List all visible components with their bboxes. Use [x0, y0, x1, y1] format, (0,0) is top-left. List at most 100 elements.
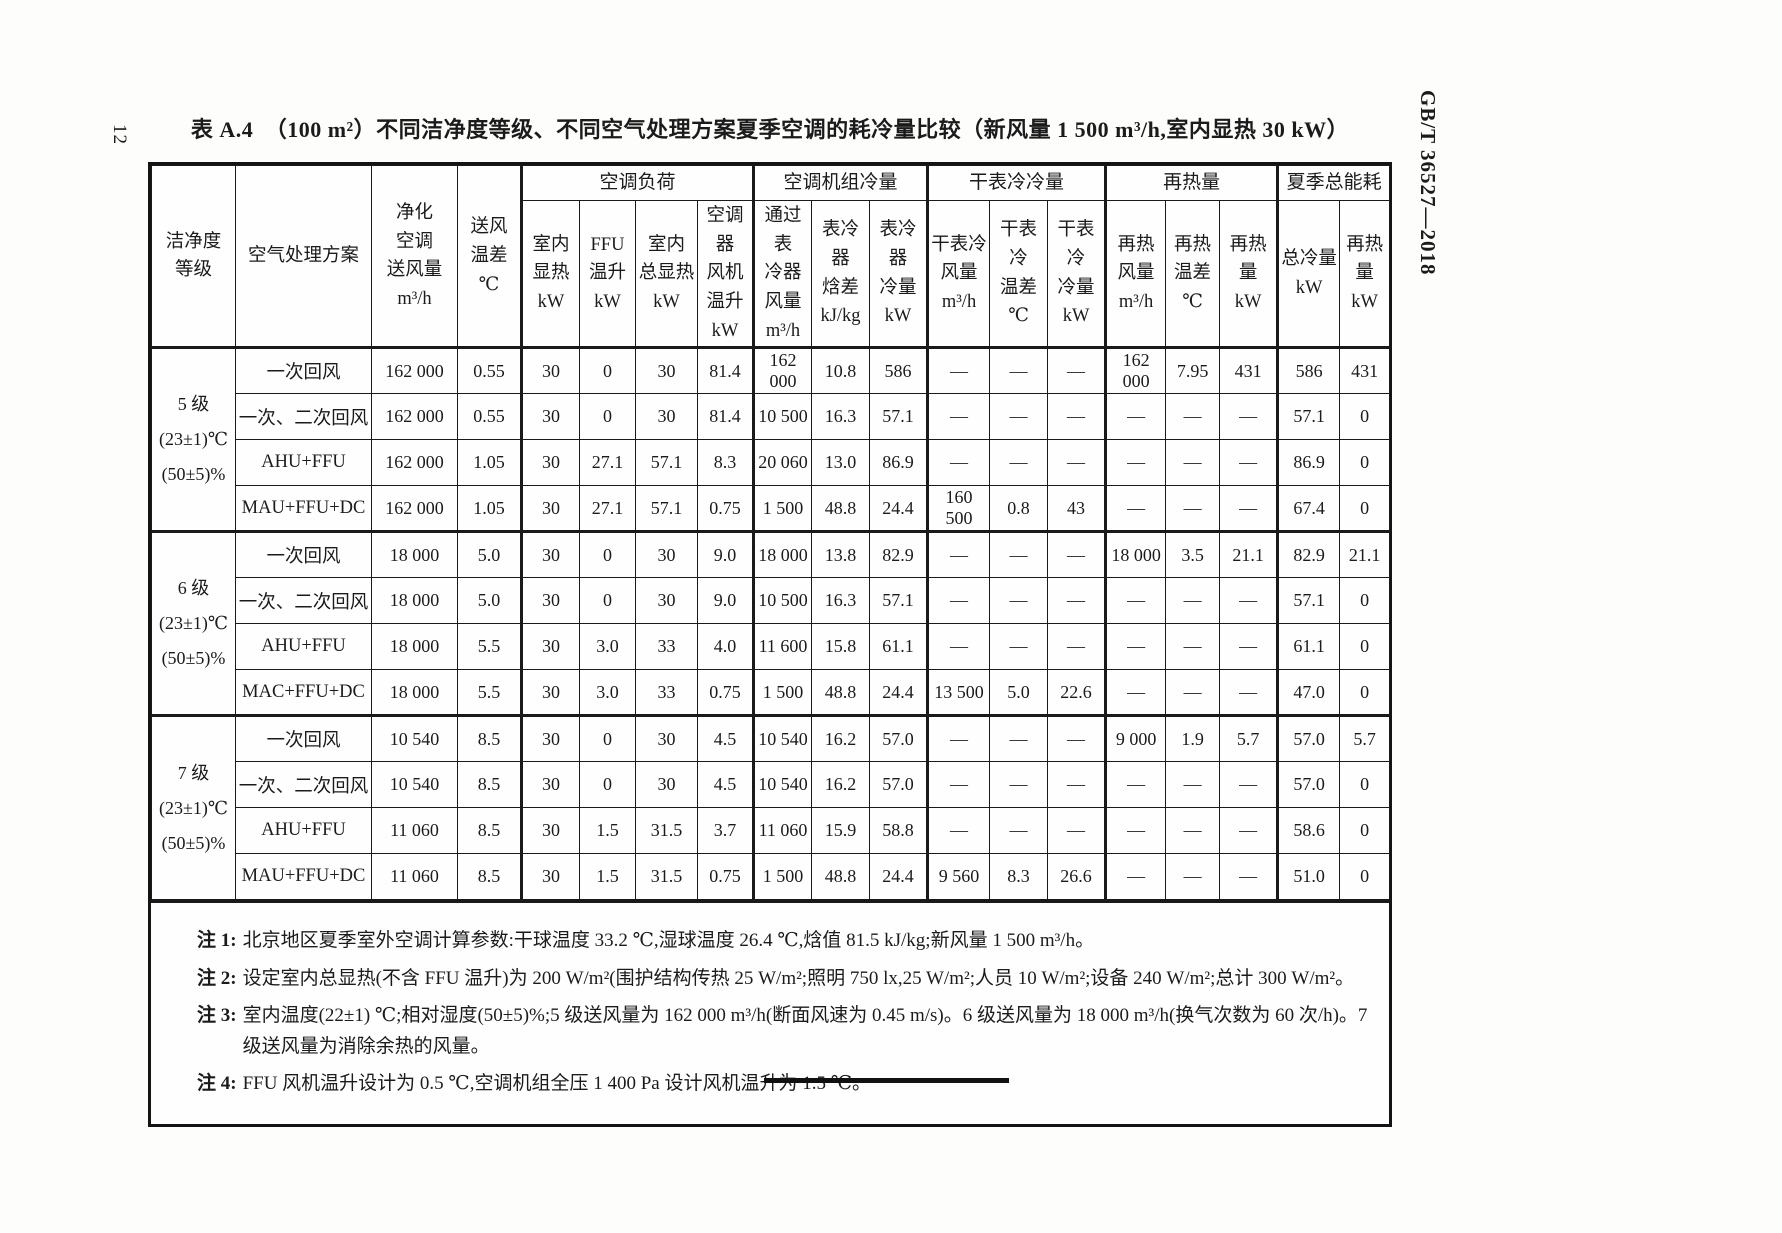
column-group-header: 干表冷冷量 [926, 165, 1107, 201]
column-header: 总冷量 kW [1276, 199, 1341, 349]
column-header: 表冷器 冷量 kW [869, 199, 929, 349]
data-cell: 0 [579, 761, 636, 809]
scheme-cell: MAU+FFU+DC [235, 853, 372, 901]
column-group-header: 再热量 [1104, 165, 1279, 201]
row-group-label: 5 级 (23±1)℃ (50±5)% [151, 346, 236, 533]
data-cell: — [989, 577, 1049, 625]
data-cell: 13.0 [811, 439, 871, 487]
data-cell: 0 [579, 530, 636, 579]
data-cell: — [926, 577, 991, 625]
data-cell: 586 [869, 346, 929, 395]
data-cell: 48.8 [811, 853, 871, 901]
data-cell: — [926, 761, 991, 809]
data-cell: 30 [635, 761, 698, 809]
scheme-cell: 一次、二次回风 [235, 761, 372, 809]
data-cell: 10 540 [371, 761, 458, 809]
data-cell: 57.1 [869, 577, 929, 625]
data-cell: 15.9 [811, 807, 871, 855]
data-cell: — [1047, 761, 1107, 809]
column-group-header: 空调负荷 [519, 165, 755, 201]
column-header: 干表冷 温差 ℃ [989, 199, 1049, 349]
data-cell: 67.4 [1276, 485, 1341, 533]
column-header: 再热 温差 ℃ [1165, 199, 1221, 349]
data-cell: — [989, 346, 1049, 395]
data-cell: — [1104, 853, 1167, 901]
data-cell: 5.0 [457, 530, 522, 579]
data-cell: 61.1 [1276, 623, 1341, 671]
data-cell: 1.9 [1165, 714, 1221, 763]
data-cell: 0 [579, 714, 636, 763]
data-cell: 18 000 [1104, 530, 1167, 579]
data-cell: 3.5 [1165, 530, 1221, 579]
data-cell: 10 500 [752, 577, 813, 625]
note-text: 室内温度(22±1) ℃;相对湿度(50±5)%;5 级送风量为 162 000… [242, 1005, 1368, 1057]
note-text: 设定室内总显热(不含 FFU 温升)为 200 W/m²(围护结构传热 25 W… [242, 967, 1355, 989]
data-cell: 162 000 [371, 485, 458, 533]
column-group-header: 空调机组冷量 [752, 165, 929, 201]
data-cell: 8.5 [457, 807, 522, 855]
data-cell: 5.7 [1339, 714, 1391, 763]
data-cell: 30 [635, 577, 698, 625]
data-cell: 57.0 [1276, 761, 1341, 809]
data-cell: 27.1 [579, 439, 636, 487]
data-cell: 5.5 [457, 669, 522, 717]
data-cell: — [926, 623, 991, 671]
data-cell: 48.8 [811, 669, 871, 717]
comparison-table: 洁净度 等级 空气处理方案 净化 空调 送风量 m³/h 送风 温差 ℃ 空调负荷 空调机… [151, 164, 1391, 901]
data-cell: 30 [635, 530, 698, 579]
data-cell: — [1219, 623, 1279, 671]
table-row: 7 级 (23±1)℃ (50±5)% 一次回风 10 540 8.5 30 0 30 4.5… [151, 714, 1391, 901]
data-cell: — [926, 439, 991, 487]
table-header: 洁净度 等级 空气处理方案 净化 空调 送风量 m³/h 送风 温差 ℃ 空调负荷 空调机… [151, 164, 1391, 349]
data-cell: 4.5 [696, 714, 755, 763]
data-cell: 57.1 [635, 485, 698, 533]
data-cell: 57.1 [1276, 393, 1341, 441]
data-cell: 3.7 [696, 807, 755, 855]
scheme-cell: 一次回风 [235, 346, 372, 395]
data-cell: 33 [635, 669, 698, 717]
data-cell: 0 [1339, 853, 1391, 901]
data-cell: 0 [579, 393, 636, 441]
column-header: 空气处理方案 [235, 164, 372, 349]
data-cell: 1.5 [579, 853, 636, 901]
data-cell: 30 [520, 807, 580, 855]
column-header: 通过表 冷器 风量 m³/h [752, 199, 813, 349]
column-header: 再热量 kW [1219, 199, 1279, 349]
data-cell: — [926, 346, 991, 395]
data-cell: 57.1 [635, 439, 698, 487]
data-cell: 10 500 [752, 393, 813, 441]
data-cell: 16.3 [811, 577, 871, 625]
data-cell: — [1219, 807, 1279, 855]
data-cell: — [1165, 623, 1221, 671]
data-cell: 33 [635, 623, 698, 671]
data-cell: 0 [1339, 393, 1391, 441]
data-cell: — [989, 714, 1049, 763]
column-group-header: 夏季总能耗 [1276, 165, 1391, 201]
table-row: 6 级 (23±1)℃ (50±5)% 一次回风 18 000 5.0 30 0 30 9.0… [151, 530, 1391, 717]
data-cell: 0.75 [696, 485, 755, 533]
data-cell: 30 [520, 393, 580, 441]
column-header: 再热量 kW [1339, 199, 1391, 349]
scheme-cell: MAU+FFU+DC [235, 485, 372, 533]
data-cell: 8.3 [989, 853, 1049, 901]
data-cell: 48.8 [811, 485, 871, 533]
data-cell: 11 600 [752, 623, 813, 671]
column-header: 表冷器 焓差 kJ/kg [811, 199, 871, 349]
data-cell: 3.0 [579, 669, 636, 717]
table-row: 一次、二次回风 162 000 0.55 30 0 30 81.4 10 500 16.3 57.… [152, 393, 1391, 441]
data-cell: — [989, 439, 1049, 487]
data-cell: — [1047, 530, 1107, 579]
data-cell: — [1165, 393, 1221, 441]
table-notes: 注 1: 北京地区夏季室外空调计算参数:干球温度 33.2 ℃,湿球温度 26.4… [151, 900, 1389, 1124]
column-header: 室内 显热 kW [520, 199, 580, 349]
data-cell: 0.55 [457, 346, 522, 395]
data-cell: 4.5 [696, 761, 755, 809]
data-cell: — [1104, 807, 1167, 855]
data-cell: — [1165, 439, 1221, 487]
data-cell: — [1104, 439, 1167, 487]
data-cell: — [1104, 485, 1167, 533]
scheme-cell: AHU+FFU [235, 807, 372, 855]
note-label: 注 3: [197, 1005, 237, 1027]
data-cell: 58.6 [1276, 807, 1341, 855]
data-cell: — [1047, 714, 1107, 763]
